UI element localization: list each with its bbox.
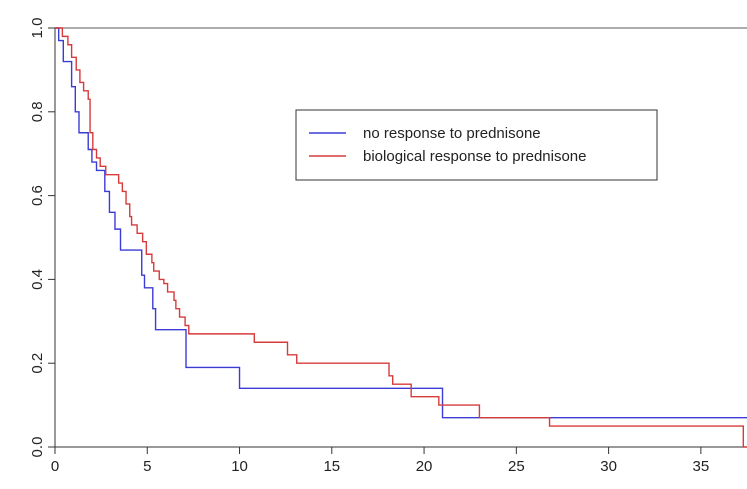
y-tick-label: 1.0 bbox=[29, 18, 46, 39]
plot-lines bbox=[55, 27, 747, 448]
x-tick-label: 15 bbox=[323, 458, 340, 475]
x-tick-label: 20 bbox=[416, 458, 433, 475]
y-tick-label: 0.6 bbox=[29, 185, 46, 206]
series-line-2 bbox=[55, 27, 747, 448]
y-tick-label: 0.4 bbox=[29, 269, 46, 290]
x-tick-label: 0 bbox=[51, 458, 59, 475]
y-tick-label: 0.2 bbox=[29, 353, 46, 374]
x-tick-label: 10 bbox=[231, 458, 248, 475]
x-tick-label: 25 bbox=[508, 458, 525, 475]
x-tick-label: 30 bbox=[600, 458, 617, 475]
y-axis: 0.0 0.2 0.4 0.6 0.8 1.0 bbox=[29, 18, 56, 458]
legend: no response to prednisone biological resp… bbox=[295, 109, 658, 181]
legend-label: biological response to prednisone bbox=[363, 148, 586, 165]
y-tick-label: 0.8 bbox=[29, 101, 46, 122]
y-tick-label: 0.0 bbox=[29, 437, 46, 458]
legend-box bbox=[295, 109, 658, 181]
x-axis: 0 5 10 15 20 25 30 35 bbox=[51, 446, 747, 475]
legend-label: no response to prednisone bbox=[363, 125, 541, 142]
series-line-1 bbox=[55, 27, 747, 419]
x-tick-label: 5 bbox=[143, 458, 151, 475]
x-tick-label: 35 bbox=[693, 458, 710, 475]
